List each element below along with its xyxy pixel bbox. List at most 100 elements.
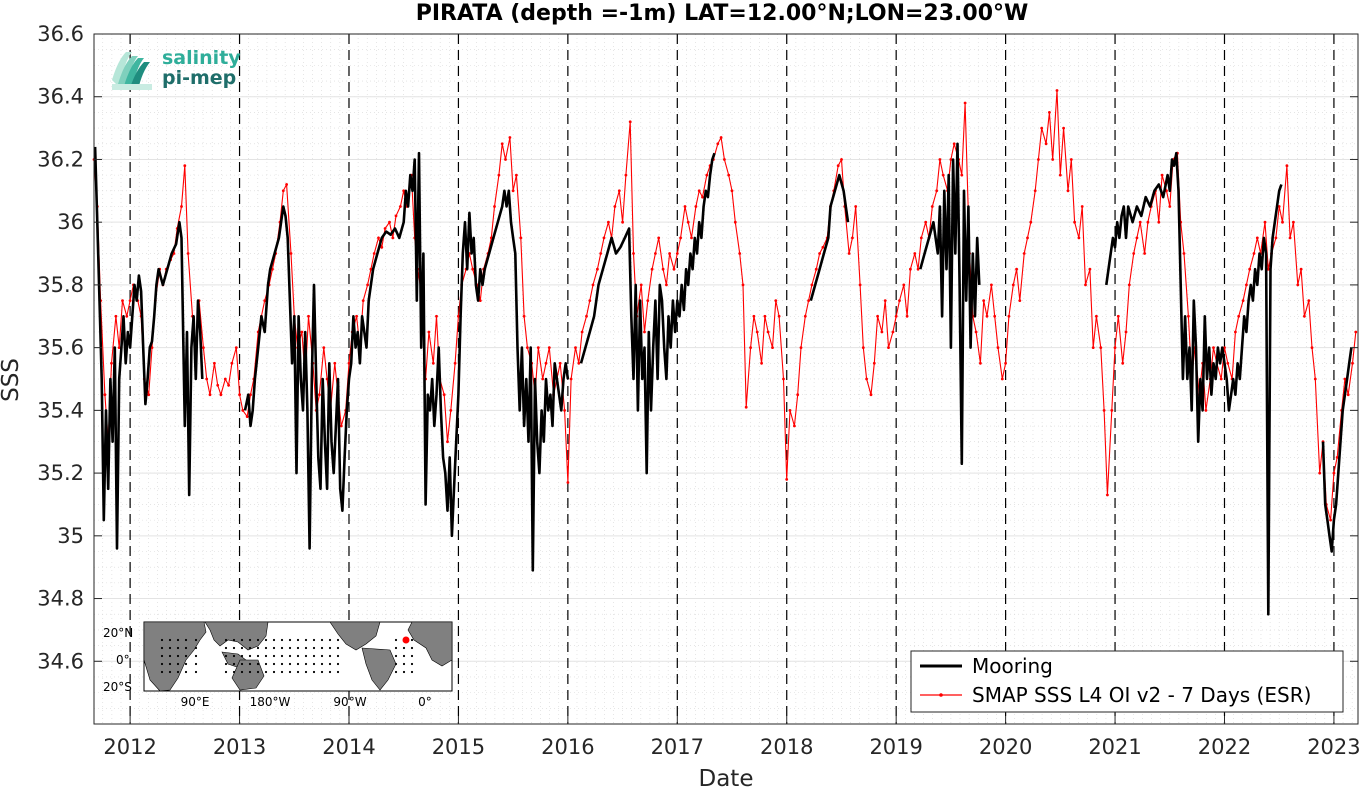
smap-point bbox=[1146, 220, 1150, 224]
inset-buoy-dot bbox=[256, 638, 260, 642]
smap-point bbox=[657, 236, 661, 240]
inset-buoy-dot bbox=[336, 654, 340, 658]
smap-point bbox=[394, 214, 398, 218]
smap-point bbox=[719, 136, 723, 139]
inset-buoy-dot bbox=[394, 662, 398, 666]
inset-buoy-dot bbox=[194, 654, 198, 658]
smap-point bbox=[1204, 409, 1208, 412]
inset-buoy-dot bbox=[176, 662, 180, 666]
smap-point bbox=[121, 299, 124, 302]
smap-point bbox=[1051, 158, 1055, 161]
smap-point bbox=[471, 267, 475, 271]
smap-point bbox=[1182, 252, 1186, 255]
smap-point bbox=[1127, 283, 1131, 287]
smap-point bbox=[361, 299, 365, 302]
smap-point bbox=[508, 136, 512, 139]
inset-buoy-dot bbox=[248, 662, 252, 666]
smap-point bbox=[898, 299, 901, 302]
smap-point bbox=[774, 299, 778, 302]
smap-point bbox=[766, 330, 770, 334]
smap-point bbox=[1351, 361, 1354, 365]
y-tick-label: 35 bbox=[57, 524, 84, 548]
smap-point bbox=[563, 409, 566, 412]
smap-point bbox=[427, 330, 431, 334]
smap-point bbox=[442, 393, 446, 397]
inset-lon-label-90e: 90°E bbox=[181, 695, 210, 709]
smap-point bbox=[672, 267, 676, 271]
inset-buoy-dot bbox=[394, 646, 398, 650]
mooring-series-segment bbox=[93, 146, 204, 550]
smap-point bbox=[865, 377, 868, 381]
inset-buoy-dot bbox=[296, 654, 300, 658]
smap-point bbox=[935, 189, 939, 193]
smap-point bbox=[230, 361, 234, 365]
smap-point bbox=[624, 173, 628, 177]
y-axis-ticks: 34.6 34.8 35 35.2 35.4 35.6 35.8 36 36.2 36.4 36.6 bbox=[37, 22, 1358, 673]
smap-point bbox=[372, 252, 376, 255]
smap-point bbox=[807, 299, 810, 302]
smap-point bbox=[511, 189, 515, 193]
smap-point bbox=[1121, 361, 1125, 365]
smap-point bbox=[654, 252, 657, 255]
y-tick-label: 34.6 bbox=[37, 649, 84, 673]
smap-point bbox=[1058, 173, 1062, 177]
inset-buoy-dot bbox=[240, 638, 244, 642]
smap-point bbox=[985, 314, 989, 318]
smap-point bbox=[519, 236, 523, 240]
smap-point bbox=[646, 299, 650, 302]
inset-buoy-dot bbox=[248, 646, 252, 650]
smap-point bbox=[661, 267, 665, 271]
inset-buoy-dot bbox=[224, 638, 228, 642]
smap-point bbox=[383, 227, 387, 230]
inset-buoy-dot bbox=[248, 654, 252, 658]
inset-buoy-dot bbox=[410, 670, 414, 674]
smap-point bbox=[887, 346, 890, 349]
smap-point bbox=[515, 173, 518, 177]
smap-point bbox=[1223, 346, 1226, 349]
smap-point bbox=[380, 245, 384, 249]
inset-buoy-dot bbox=[176, 646, 180, 650]
smap-point bbox=[1116, 314, 1120, 318]
inset-buoy-dot bbox=[272, 670, 276, 674]
inset-buoy-dot bbox=[296, 662, 300, 666]
inset-buoy-dot bbox=[336, 646, 340, 650]
smap-point bbox=[799, 346, 803, 349]
x-tick-label: 2016 bbox=[541, 735, 594, 759]
smap-point bbox=[500, 142, 504, 146]
smap-point bbox=[402, 189, 406, 193]
inset-buoy-dot bbox=[328, 654, 332, 658]
smap-point bbox=[993, 314, 997, 318]
smap-point bbox=[399, 205, 402, 208]
smap-point bbox=[847, 252, 851, 255]
smap-point bbox=[1088, 267, 1092, 271]
smap-point bbox=[793, 424, 796, 428]
smap-point bbox=[982, 299, 986, 302]
smap-point bbox=[1124, 330, 1128, 334]
y-tick-label: 35.4 bbox=[37, 398, 84, 422]
smap-point bbox=[580, 330, 584, 334]
smap-point bbox=[690, 236, 693, 240]
inset-buoy-dot bbox=[240, 654, 244, 658]
inset-buoy-dot bbox=[296, 646, 300, 650]
smap-point bbox=[683, 205, 687, 208]
smap-point bbox=[760, 361, 763, 365]
smap-point bbox=[1095, 314, 1098, 318]
smap-point bbox=[219, 393, 223, 397]
inset-buoy-dot bbox=[320, 670, 324, 674]
inset-buoy-dot bbox=[288, 662, 292, 666]
smap-point bbox=[1073, 220, 1076, 224]
inset-buoy-dot bbox=[224, 662, 228, 666]
smap-point bbox=[339, 424, 343, 428]
smap-point bbox=[526, 346, 529, 349]
x-tick-label: 2022 bbox=[1198, 735, 1251, 759]
smap-point bbox=[449, 409, 453, 412]
smap-point bbox=[777, 314, 781, 318]
smap-point bbox=[963, 101, 967, 105]
smap-point bbox=[723, 158, 726, 161]
y-tick-label: 36.2 bbox=[37, 147, 84, 171]
inset-buoy-dot bbox=[184, 662, 188, 666]
smap-point bbox=[796, 393, 800, 397]
inset-buoy-dot bbox=[296, 638, 300, 642]
inset-buoy-dot bbox=[280, 670, 284, 674]
